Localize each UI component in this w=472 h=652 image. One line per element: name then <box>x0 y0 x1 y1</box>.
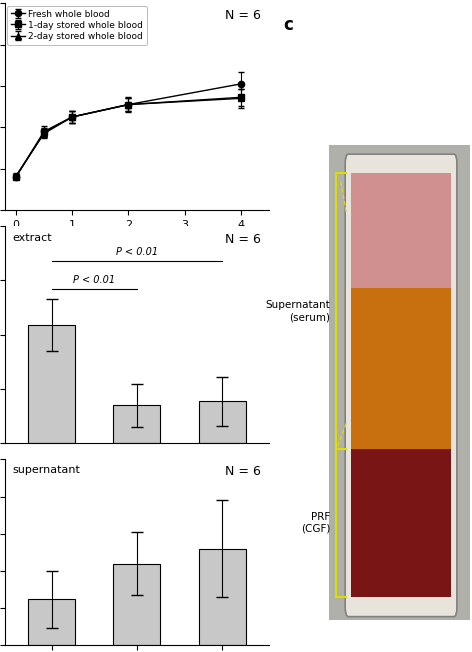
Bar <box>28 599 75 645</box>
Text: c: c <box>284 16 294 34</box>
Text: N = 6: N = 6 <box>225 233 261 246</box>
X-axis label: PRF extract (%): PRF extract (%) <box>93 235 180 245</box>
Bar <box>351 288 451 449</box>
Text: extract: extract <box>13 233 52 243</box>
Bar <box>329 145 470 620</box>
Bar <box>199 549 246 645</box>
Text: P < 0.01: P < 0.01 <box>73 274 115 284</box>
Bar <box>351 173 451 288</box>
Bar <box>351 449 451 597</box>
Text: Supernatant
(serum): Supernatant (serum) <box>266 301 330 322</box>
Text: PRF
(CGF): PRF (CGF) <box>301 512 330 534</box>
Text: N = 6: N = 6 <box>225 465 261 478</box>
Legend: Fresh whole blood, 1-day stored whole blood, 2-day stored whole blood: Fresh whole blood, 1-day stored whole bl… <box>8 6 147 45</box>
Bar <box>113 406 160 443</box>
Bar <box>113 563 160 645</box>
Text: N = 6: N = 6 <box>225 10 261 22</box>
Bar <box>28 325 75 443</box>
Text: P < 0.01: P < 0.01 <box>116 247 158 258</box>
Bar <box>199 401 246 443</box>
FancyBboxPatch shape <box>345 154 457 617</box>
Text: supernatant: supernatant <box>13 465 81 475</box>
